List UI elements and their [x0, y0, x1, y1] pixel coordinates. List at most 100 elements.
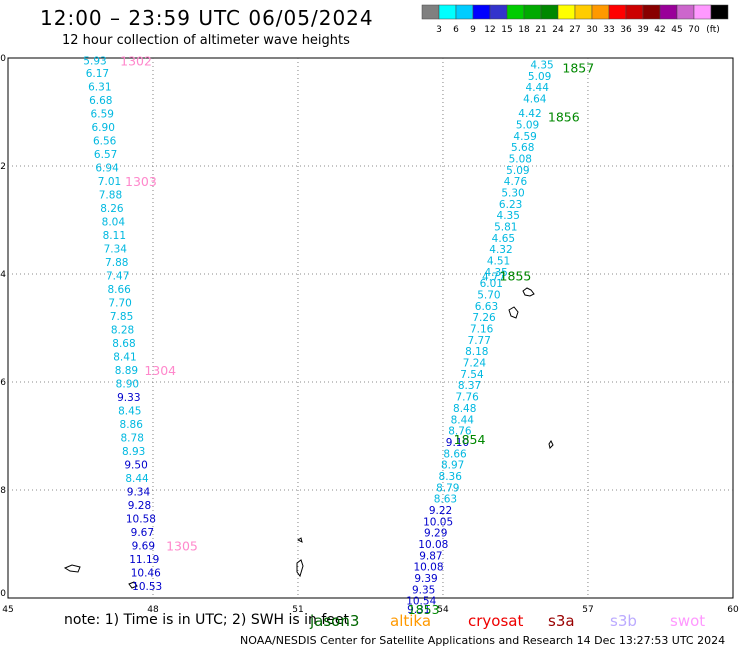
legend-label: 18 [518, 25, 530, 35]
color-legend: 3 6 9 12 15 18 21 24 27 30 33 36 39 42 45 70 (ft) [421, 4, 729, 35]
wave-height-label: 5.09 [516, 119, 539, 131]
wave-height-label: 7.77 [468, 335, 491, 347]
wave-height-label: 5.68 [511, 142, 534, 154]
y-tick-label: 0 [0, 54, 6, 64]
x-tick-label: 60 [727, 605, 739, 615]
y-tick-label: -8 [0, 486, 6, 496]
x-tick-label: 54 [437, 605, 449, 615]
wave-height-label: 4.42 [518, 108, 541, 120]
coastline-island [297, 537, 303, 543]
wave-height-label: 6.31 [88, 82, 111, 94]
wave-height-label: 8.36 [439, 471, 463, 483]
satellite-name-s3a: s3a [548, 612, 575, 630]
x-tick-label: 57 [582, 605, 593, 615]
wave-height-label: 9.34 [127, 487, 151, 499]
wave-height-label: 8.44 [125, 473, 149, 485]
wave-height-label: 6.57 [94, 149, 117, 161]
wave-height-label: 7.47 [106, 271, 129, 283]
pass-time-label: 1304 [144, 363, 176, 378]
wave-height-label: 6.17 [86, 68, 109, 80]
page-title: 12:00 – 23:59 UTC 06/05/2024 [40, 6, 374, 30]
wave-height-label: 7.70 [108, 298, 131, 310]
wave-height-label: 9.10 [446, 437, 469, 449]
wave-height-label: 7.88 [105, 257, 128, 269]
wave-height-label: 8.48 [453, 403, 476, 415]
wave-height-label: 10.46 [131, 568, 161, 580]
wave-height-label: 4.51 [487, 256, 510, 268]
wave-height-label: 6.23 [499, 199, 522, 211]
wave-height-label: 9.87 [419, 550, 442, 562]
wave-height-label: 8.63 [434, 494, 457, 506]
wave-height-label: 8.37 [458, 380, 481, 392]
coastline-island [296, 559, 304, 578]
y-tick-label: -4 [0, 270, 6, 280]
wave-height-label: 8.76 [448, 426, 472, 438]
wave-height-label: 4.77 [482, 272, 505, 284]
pass-time-label: 1305 [166, 539, 198, 554]
wave-height-label: 8.90 [116, 379, 139, 391]
pass-time-label: 1856 [548, 109, 580, 124]
wave-height-label: 8.28 [111, 325, 134, 337]
pass-time-label: 1857 [562, 61, 594, 76]
wave-height-label: 11.19 [129, 554, 159, 566]
wave-height-label: 10.53 [132, 581, 162, 593]
wave-height-label: 6.56 [93, 136, 117, 148]
pass-time-label: 1302 [120, 54, 152, 69]
legend-label: 6 [453, 25, 459, 35]
legend-label: 33 [603, 25, 614, 35]
wave-height-label: 9.28 [128, 500, 151, 512]
wave-height-label: 8.44 [451, 414, 475, 426]
wave-height-label: 7.54 [460, 369, 484, 381]
x-tick-label: 48 [147, 605, 159, 615]
wave-height-label: 10.54 [406, 596, 436, 608]
units-note: note: 1) Time is in UTC; 2) SWH is in fe… [64, 612, 350, 628]
coastline-island [508, 306, 519, 319]
x-tick-label: 45 [2, 605, 13, 615]
wave-height-label: 8.66 [443, 448, 467, 460]
pass-time-label: 1854 [454, 432, 486, 447]
wave-height-label: 5.09 [528, 71, 551, 83]
wave-height-label: 7.88 [99, 190, 122, 202]
wave-height-label: 7.85 [110, 311, 133, 323]
wave-height-label: 7.26 [472, 312, 496, 324]
coastline-island [63, 564, 81, 573]
wave-height-label: 5.93 [83, 56, 106, 68]
wave-height-label: 9.33 [117, 392, 140, 404]
wave-height-label: 8.78 [121, 433, 144, 445]
legend-label: 27 [569, 25, 580, 35]
wave-height-label: 8.41 [113, 352, 136, 364]
satellite-name-swot: swot [670, 612, 706, 630]
wave-height-label: 4.35 [497, 210, 520, 222]
wave-height-label: 4.32 [489, 244, 512, 256]
wave-height-label: 5.08 [509, 153, 532, 165]
wave-height-label: 8.93 [122, 446, 145, 458]
wave-height-label: 8.18 [465, 346, 488, 358]
pass-time-label: 1853 [408, 602, 440, 617]
legend-label: 36 [620, 25, 632, 35]
wave-height-label: 4.64 [523, 94, 547, 106]
wave-height-label: 4.35 [530, 59, 553, 71]
wave-height-label: 9.35 [412, 584, 435, 596]
wave-height-label: 10.08 [413, 562, 443, 574]
wave-height-label: 7.01 [98, 176, 121, 188]
wave-height-label: 7.16 [470, 324, 494, 336]
legend-label: 42 [654, 25, 665, 35]
wave-height-label: 4.44 [526, 82, 550, 94]
legend-label: 30 [586, 25, 598, 35]
wave-height-label: 9.29 [424, 528, 447, 540]
legend-label: 45 [671, 25, 682, 35]
coastline-island [128, 581, 138, 589]
satellite-name-jason3: jason3 [310, 612, 360, 630]
wave-height-label: 6.90 [92, 122, 115, 134]
y-tick-label: -2 [0, 162, 6, 172]
wave-height-label: 6.63 [475, 301, 498, 313]
satellite-name-s3b: s3b [610, 612, 637, 630]
wave-height-label: 4.59 [513, 131, 536, 143]
wave-height-label: 4.65 [492, 233, 515, 245]
coastline-island [522, 287, 535, 297]
map-frame [7, 57, 734, 599]
wave-height-label: 8.89 [115, 365, 138, 377]
legend-unit: (ft) [706, 25, 720, 35]
wave-height-label: 9.50 [124, 460, 147, 472]
wave-height-label: 5.70 [477, 290, 500, 302]
